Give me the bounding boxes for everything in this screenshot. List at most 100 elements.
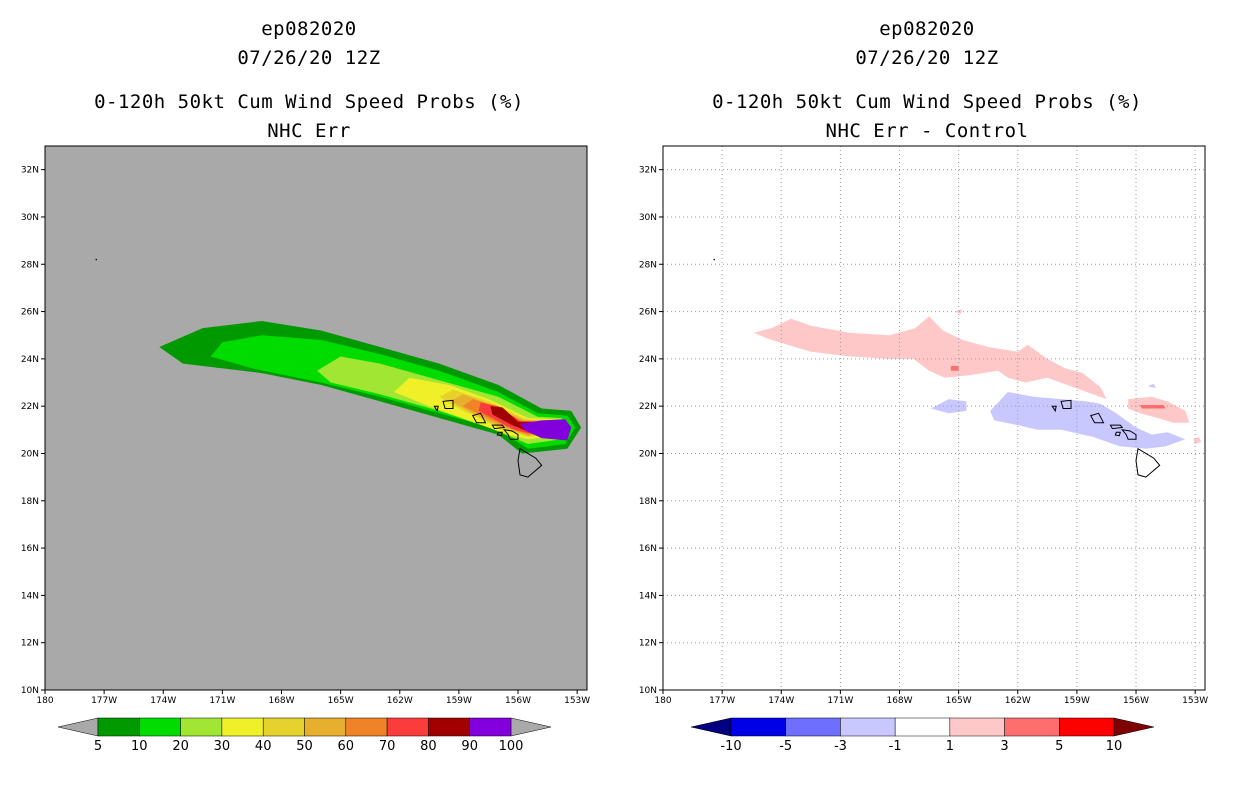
- coastlines: [95, 258, 543, 478]
- colorbar-label: 90: [461, 739, 478, 754]
- x-tick-label: 171W: [209, 696, 235, 706]
- axis-ticks: 180 177W 174W 171W 168W 165W 162W 159W 156W 153W 1…: [21, 166, 590, 706]
- plot-frame: [44, 145, 588, 691]
- y-tick-label: 30N: [21, 213, 39, 223]
- island-outline: [471, 412, 487, 424]
- colorbar-label: 3: [1000, 739, 1008, 754]
- island-outline: [496, 431, 503, 437]
- y-tick-label: 20N: [639, 449, 657, 459]
- colorbar-label: 80: [420, 739, 437, 754]
- plot-frame: [662, 145, 1206, 691]
- y-tick-label: 22N: [639, 402, 657, 412]
- colorbar-swatch: [785, 717, 841, 737]
- coastlines: [713, 258, 1161, 478]
- x-tick-label: 177W: [91, 696, 117, 706]
- x-tick-label: 159W: [1064, 696, 1090, 706]
- y-tick-label: 22N: [21, 402, 39, 412]
- colorbar-swatch: [262, 717, 305, 737]
- left-date: 07/26/20 12Z: [237, 47, 381, 69]
- colorbar-swatch: [894, 717, 951, 737]
- y-tick-label: 32N: [639, 166, 657, 176]
- y-tick-label: 26N: [21, 308, 39, 318]
- swath-level-90: [520, 419, 572, 441]
- y-tick-label: 28N: [639, 260, 657, 270]
- island-outline: [1114, 431, 1121, 437]
- diff-region-6: [990, 392, 1186, 449]
- colorbar-swatch: [345, 717, 388, 737]
- y-tick-label: 12N: [639, 639, 657, 649]
- colorbar-label: -1: [889, 739, 902, 754]
- x-tick-label: 159W: [446, 696, 472, 706]
- x-tick-label: 171W: [827, 696, 853, 706]
- colorbar-swatch: [1059, 717, 1115, 737]
- island-outline: [1135, 447, 1161, 478]
- x-tick-label: 156W: [1123, 696, 1149, 706]
- y-tick-label: 26N: [639, 308, 657, 318]
- right-storm-id: ep082020: [879, 18, 975, 40]
- y-tick-label: 24N: [639, 355, 657, 365]
- left-subtitle: NHC Err: [267, 120, 351, 142]
- colorbar-label: 1: [946, 739, 954, 754]
- colorbar: 5 10 20 30 40 50 60 70 80 90 100: [57, 717, 552, 754]
- colorbar-swatch: [180, 717, 223, 737]
- colorbar-label: 30: [214, 739, 231, 754]
- colorbar-swatch: [97, 717, 140, 737]
- x-tick-label: 168W: [268, 696, 294, 706]
- colorbar-swatch: [730, 717, 786, 737]
- y-tick-label: 16N: [21, 544, 39, 554]
- y-tick-label: 14N: [639, 591, 657, 601]
- colorbar-swatch: [469, 717, 512, 737]
- colorbar-swatch: [304, 717, 347, 737]
- plot-area: [663, 146, 1205, 690]
- colorbar-swatch: [386, 717, 429, 737]
- grid-lines: [663, 146, 1205, 690]
- midway-atoll: [713, 258, 716, 261]
- right-subtitle: NHC Err - Control: [825, 120, 1029, 142]
- right-chart: 180 177W 174W 171W 168W 165W 162W 159W 156W 153W 1…: [639, 145, 1208, 754]
- diff-region-1: [1128, 396, 1190, 423]
- island-outline: [1060, 399, 1072, 409]
- island-outline: [442, 399, 454, 409]
- left-storm-id: ep082020: [261, 18, 357, 40]
- midway-atoll: [95, 258, 98, 261]
- island-outline: [491, 424, 506, 430]
- left-panel: ep082020 07/26/20 12Z 0-120h 50kt Cum Wi…: [21, 18, 590, 754]
- colorbar: -10 -5 -3 -1 1 3 5 10: [690, 717, 1155, 754]
- x-tick-label: 162W: [1005, 696, 1031, 706]
- colorbar-label: 60: [338, 739, 355, 754]
- x-tick-label: 153W: [564, 696, 590, 706]
- x-tick-label: 162W: [387, 696, 413, 706]
- colorbar-under-triangle: [57, 717, 99, 737]
- y-tick-label: 28N: [21, 260, 39, 270]
- colorbar-swatch: [428, 717, 470, 737]
- colorbar-label: 10: [131, 739, 148, 754]
- colorbar-label: 40: [255, 739, 272, 754]
- colorbar-label: 70: [379, 739, 396, 754]
- colorbar-label: 20: [172, 739, 189, 754]
- colorbar-label: -10: [720, 739, 741, 754]
- island-outline: [1089, 412, 1105, 424]
- y-tick-label: 10N: [21, 686, 39, 696]
- island-outline: [1109, 424, 1124, 430]
- colorbar-swatch: [949, 717, 1005, 737]
- diff-region-0: [753, 316, 1107, 400]
- right-panel: ep082020 07/26/20 12Z 0-120h 50kt Cum Wi…: [618, 0, 1236, 800]
- colorbar-swatch: [840, 717, 896, 737]
- island-outline: [502, 429, 519, 440]
- right-date: 07/26/20 12Z: [855, 47, 999, 69]
- y-tick-label: 30N: [639, 213, 657, 223]
- diff-region-5: [1140, 405, 1166, 409]
- colorbar-label: -5: [779, 739, 792, 754]
- diff-region-3: [954, 309, 963, 314]
- x-tick-label: 153W: [1182, 696, 1208, 706]
- colorbar-label: 50: [296, 739, 313, 754]
- diff-region-4: [950, 366, 959, 371]
- island-outline: [1120, 429, 1137, 440]
- y-tick-label: 24N: [21, 355, 39, 365]
- island-outline: [433, 405, 439, 413]
- colorbar-label: 5: [1055, 739, 1063, 754]
- colorbar-label: -3: [834, 739, 847, 754]
- contour-layer: [753, 309, 1202, 449]
- y-tick-label: 18N: [21, 497, 39, 507]
- y-tick-label: 14N: [21, 591, 39, 601]
